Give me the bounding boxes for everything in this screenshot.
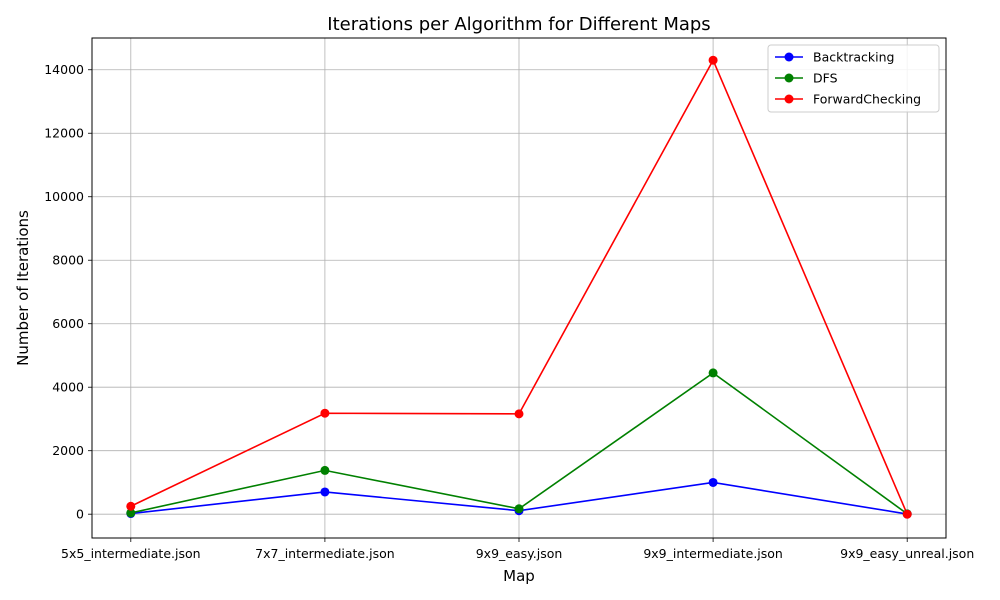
y-tick-label: 10000: [44, 189, 84, 204]
y-axis-label: Number of Iterations: [14, 210, 32, 366]
legend-label-forwardchecking: ForwardChecking: [813, 92, 921, 107]
y-tick-label: 4000: [52, 380, 84, 395]
data-point-dfs: [320, 465, 330, 475]
legend-label-dfs: DFS: [813, 71, 838, 86]
data-point-forwardchecking: [126, 501, 136, 511]
data-point-forwardchecking: [514, 409, 524, 419]
data-point-forwardchecking: [902, 509, 912, 519]
data-point-backtracking: [708, 477, 718, 487]
data-point-dfs: [708, 368, 718, 378]
x-axis-ticks: 5x5_intermediate.json 7x7_intermediate.js…: [61, 538, 974, 561]
y-tick-label: 12000: [44, 126, 84, 141]
series-points: [126, 55, 912, 519]
x-tick-label: 9x9_easy_unreal.json: [840, 546, 974, 561]
grid-lines: [92, 38, 946, 538]
x-tick-label: 5x5_intermediate.json: [61, 546, 201, 561]
x-tick-label: 9x9_easy.json: [476, 546, 563, 561]
data-point-dfs: [514, 504, 524, 514]
legend-marker-dfs: [784, 73, 794, 83]
legend-label-backtracking: Backtracking: [813, 50, 895, 65]
y-tick-label: 2000: [52, 443, 84, 458]
legend-marker-forwardchecking: [784, 94, 794, 104]
y-tick-label: 8000: [52, 253, 84, 268]
x-axis-label: Map: [503, 567, 535, 585]
y-tick-label: 0: [76, 507, 84, 522]
data-point-forwardchecking: [708, 55, 718, 65]
data-point-forwardchecking: [320, 408, 330, 418]
y-tick-label: 6000: [52, 316, 84, 331]
chart-title: Iterations per Algorithm for Different M…: [327, 14, 710, 35]
x-tick-label: 7x7_intermediate.json: [255, 546, 395, 561]
legend: Backtracking DFS ForwardChecking: [767, 44, 940, 113]
legend-box: [767, 44, 940, 113]
y-tick-label: 14000: [44, 62, 84, 77]
data-point-dfs: [126, 508, 136, 518]
legend-marker-backtracking: [784, 52, 794, 62]
x-tick-label: 9x9_intermediate.json: [643, 546, 783, 561]
y-axis-ticks: 0 2000 4000 6000 8000 10000 12000 14000: [44, 62, 92, 522]
data-point-backtracking: [320, 487, 330, 497]
